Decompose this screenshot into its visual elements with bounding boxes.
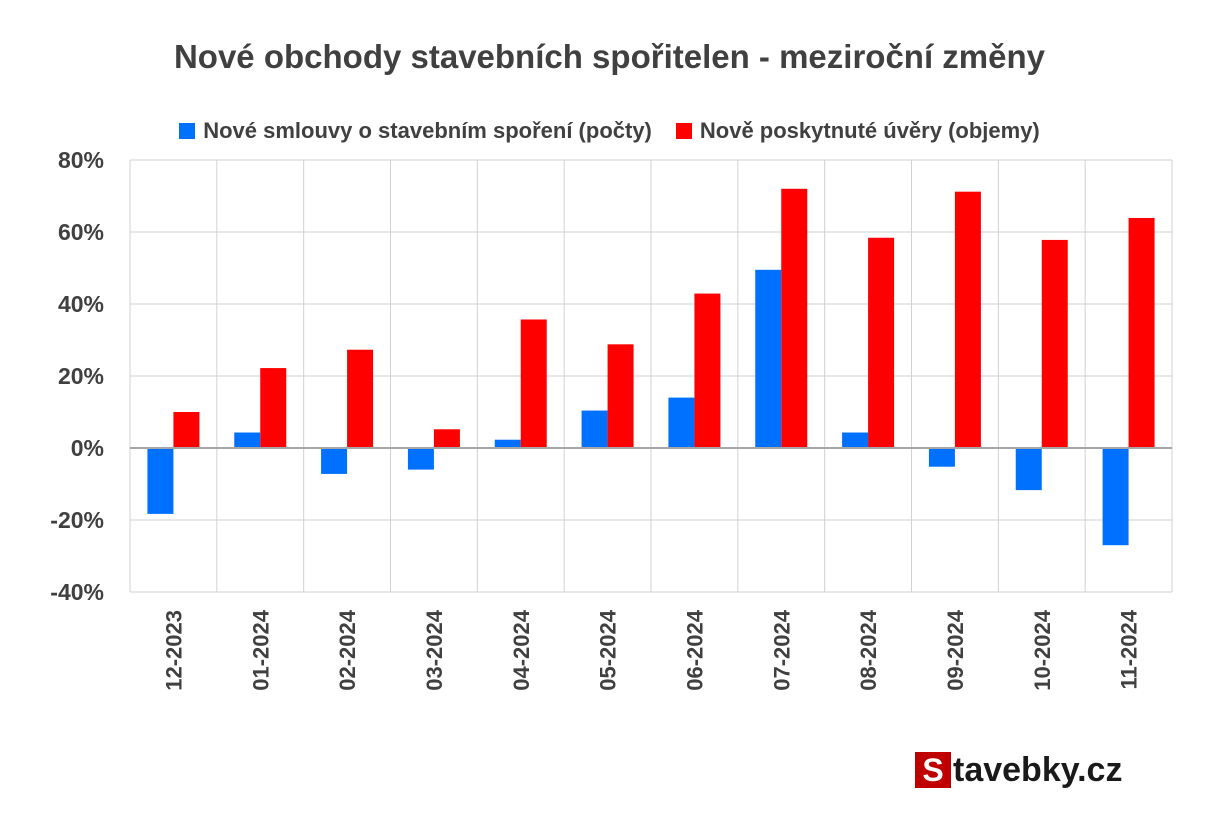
- bar-uvery: [607, 344, 634, 448]
- legend-swatch-uvery: [675, 123, 692, 139]
- y-tick-label: 80%: [58, 147, 104, 173]
- legend-item-smlouvy: Nové smlouvy o stavebním spoření (počty): [179, 118, 652, 144]
- x-tick-label: 08-2024: [856, 609, 881, 691]
- x-tick-label: 07-2024: [769, 609, 794, 691]
- legend-label-smlouvy: Nové smlouvy o stavebním spoření (počty): [203, 118, 652, 143]
- x-tick-label: 03-2024: [422, 609, 447, 691]
- y-tick-label: 60%: [58, 219, 104, 245]
- watermark-text: tavebky.cz: [953, 751, 1123, 789]
- bar-smlouvy: [494, 439, 521, 448]
- bar-smlouvy: [755, 269, 782, 448]
- bar-smlouvy: [1102, 448, 1129, 546]
- chart-title: Nové obchody stavebních spořitelen - mez…: [173, 38, 1046, 75]
- bar-smlouvy: [581, 410, 608, 448]
- bar-uvery: [781, 188, 808, 449]
- x-tick-label: 09-2024: [943, 609, 968, 691]
- x-tick-label: 12-2023: [161, 610, 186, 691]
- bar-uvery: [433, 429, 460, 448]
- legend-swatch-smlouvy: [179, 123, 196, 139]
- bar-uvery: [347, 349, 374, 448]
- x-tick-label: 01-2024: [248, 609, 273, 691]
- x-tick-label: 10-2024: [1030, 609, 1055, 691]
- legend-item-uvery: Nově poskytnuté úvěry (objemy): [675, 118, 1040, 144]
- bar-smlouvy: [842, 432, 869, 448]
- bar-smlouvy: [234, 432, 261, 448]
- bar-uvery: [260, 368, 287, 448]
- bar-uvery: [1041, 239, 1068, 448]
- bar-uvery: [694, 293, 721, 448]
- bar-uvery: [520, 319, 547, 448]
- y-tick-label: 0%: [71, 435, 104, 461]
- y-tick-label: -40%: [50, 579, 104, 605]
- x-tick-label: 05-2024: [596, 609, 621, 691]
- x-tick-label: 11-2024: [1117, 609, 1142, 689]
- bar-uvery: [954, 191, 981, 448]
- y-tick-label: 40%: [58, 291, 104, 317]
- x-tick-label: 04-2024: [509, 609, 534, 691]
- y-tick-label: -20%: [50, 507, 104, 533]
- bar-smlouvy: [407, 448, 434, 470]
- bar-smlouvy: [321, 448, 348, 474]
- watermark-s: S: [915, 752, 951, 788]
- bar-smlouvy: [147, 448, 174, 514]
- y-tick-label: 20%: [58, 363, 104, 389]
- bar-uvery: [1128, 217, 1155, 448]
- x-tick-label: 02-2024: [335, 609, 360, 691]
- bar-uvery: [173, 412, 200, 448]
- legend: Nové smlouvy o stavebním spoření (počty)…: [0, 118, 1219, 144]
- watermark-logo: S tavebky.cz: [915, 752, 1122, 788]
- bar-smlouvy: [928, 448, 955, 467]
- bar-smlouvy: [668, 397, 695, 448]
- legend-label-uvery: Nově poskytnuté úvěry (objemy): [699, 118, 1040, 143]
- x-tick-label: 06-2024: [682, 609, 707, 691]
- bar-uvery: [868, 237, 895, 448]
- bar-smlouvy: [1015, 448, 1042, 491]
